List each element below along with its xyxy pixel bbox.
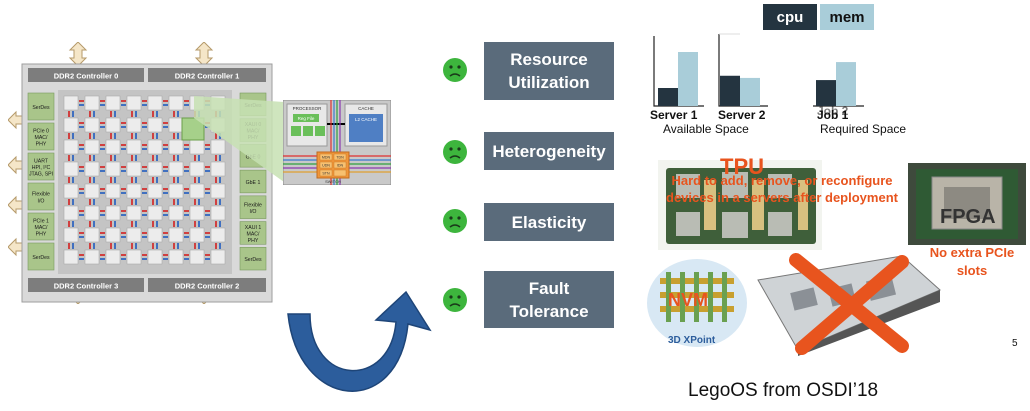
footer-citation: LegoOS from OSDI’18 <box>688 380 879 401</box>
io-block-label: Flexible I/O <box>32 192 50 205</box>
tpu-label: TPU <box>720 154 764 179</box>
nvm-label: NVM <box>668 290 708 310</box>
bar-mem <box>740 77 760 106</box>
io-block-label: XAUI 1 MAC/PHY <box>245 225 262 244</box>
switch-cell-label: MDN <box>322 156 331 160</box>
problem-fault-tolerance: Fault Tolerance <box>484 271 614 328</box>
switch-cell-label: UDN <box>322 164 330 168</box>
server-blade-image <box>757 253 941 356</box>
tpu-board-image <box>658 160 822 250</box>
problem-label: Fault Tolerance <box>509 278 589 321</box>
io-block-label: UART HPI, I²C JTAG, SPI <box>29 158 53 177</box>
sad-face-icon <box>443 140 467 164</box>
fpga-chip-image <box>908 163 1026 245</box>
io-block-label: SerDes <box>32 255 50 261</box>
sad-face-icon <box>443 58 467 82</box>
nvm-image <box>647 259 747 347</box>
problem-label: Elasticity <box>511 212 587 232</box>
ddr2-controller-2-label: DDR2 Controller 2 <box>175 282 240 291</box>
processor-label: PROCESSOR <box>293 106 323 111</box>
3d-xpoint-label: 3D XPoint <box>668 335 716 346</box>
fpga-label: FPGA <box>940 206 996 228</box>
tile-zoom-diagram: PROCESSOR Reg File CACHE L2 CACHE MDN TDN… <box>283 100 391 185</box>
job-1-label: Job 1 <box>817 108 849 122</box>
bar-cpu <box>720 75 740 106</box>
switch-cell-label: STN <box>322 172 330 176</box>
server-2-label: Server 2 <box>718 108 766 122</box>
cache-label: CACHE <box>358 106 374 111</box>
switch-cell-label: TDN <box>336 156 344 160</box>
problem-elasticity: Elasticity <box>484 203 614 241</box>
sad-face-icon <box>443 209 467 233</box>
required-space-caption: Required Space <box>820 122 907 136</box>
io-block-label: PCIe 0 MAC/PHY <box>33 128 49 147</box>
problem-resource-utilization: Resource Utilization <box>484 42 614 100</box>
problem-label: Heterogeneity <box>492 141 606 161</box>
io-block-label: SerDes <box>244 257 262 263</box>
server-1-label: Server 1 <box>650 108 698 122</box>
job-2-label: Job 2 <box>817 104 849 118</box>
legend-mem: mem <box>820 4 874 30</box>
reconfigure-note: Hard to add, remove, or reconfigure devi… <box>666 173 898 205</box>
bar-mem <box>678 52 698 106</box>
resource-bar-chart <box>653 33 864 107</box>
problem-label: Resource Utilization <box>508 50 590 92</box>
sad-face-icon <box>443 288 467 312</box>
no-pcie-slots-note: No extra PCIe slots <box>929 245 1015 278</box>
switch-cell-label: IDN <box>337 164 344 168</box>
cross-icon <box>789 253 909 355</box>
bar-mem <box>836 62 856 106</box>
io-block-label: GbE 1 <box>246 180 261 186</box>
switch-label: SWITCH <box>325 179 341 184</box>
curved-arrow <box>287 290 432 392</box>
reg-file-label: Reg File <box>298 116 315 121</box>
problem-heterogeneity: Heterogeneity <box>484 132 614 170</box>
io-block-label: Flexible I/O <box>244 202 262 215</box>
page-number: 5 <box>1012 338 1018 349</box>
ddr2-controller-3-label: DDR2 Controller 3 <box>54 282 119 291</box>
zoom-connector <box>194 96 284 182</box>
ddr2-controller-1-label: DDR2 Controller 1 <box>175 72 240 81</box>
available-space-caption: Available Space <box>663 122 749 136</box>
ddr2-controller-0-label: DDR2 Controller 0 <box>54 72 119 81</box>
legend-cpu: cpu <box>763 4 817 30</box>
bar-cpu <box>816 80 836 106</box>
io-block-label: SerDes <box>32 105 50 111</box>
bar-cpu <box>658 88 678 106</box>
highlighted-tile <box>181 117 205 141</box>
l2-cache-label: L2 CACHE <box>355 117 377 122</box>
io-block-label: PCIe 1 MAC/PHY <box>33 218 49 237</box>
